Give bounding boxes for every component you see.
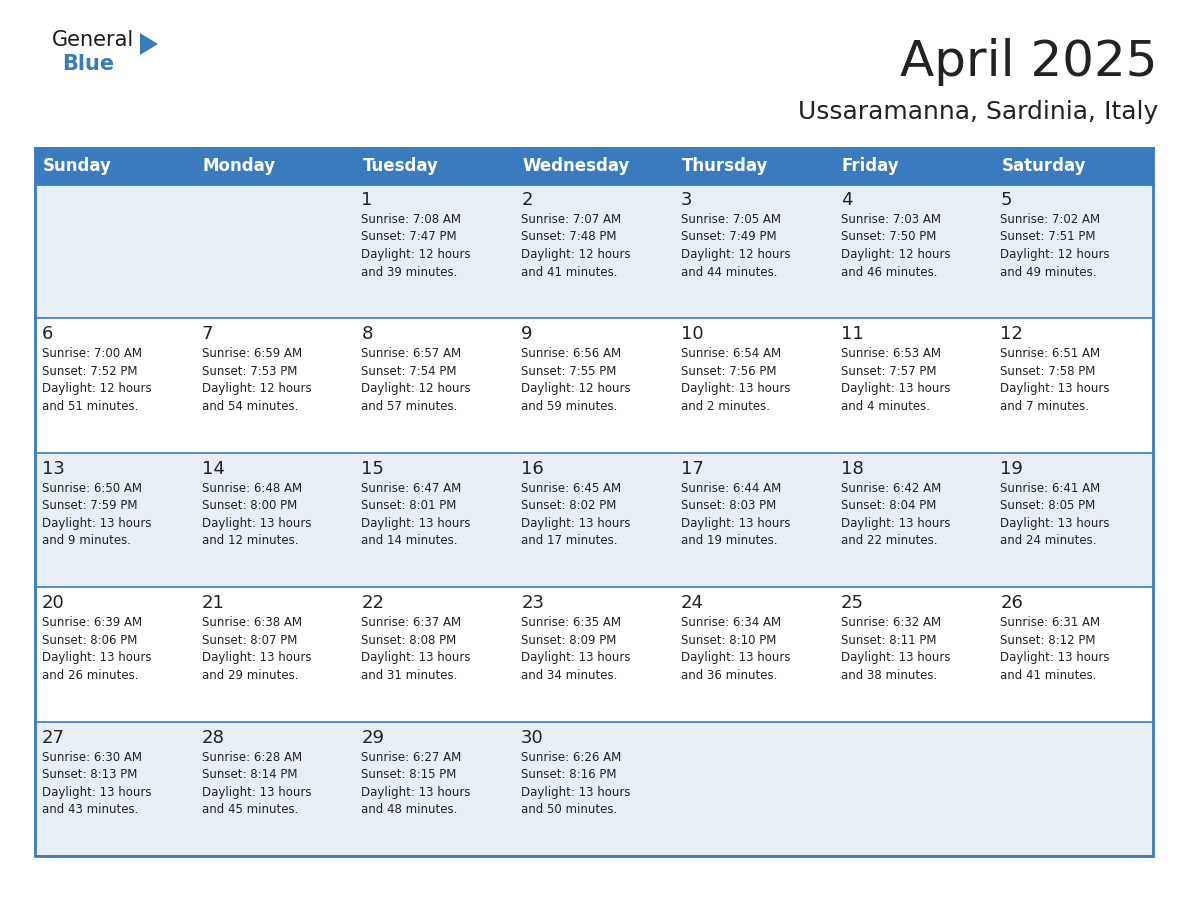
Text: 14: 14	[202, 460, 225, 477]
Text: 28: 28	[202, 729, 225, 746]
Text: 8: 8	[361, 325, 373, 343]
Text: Saturday: Saturday	[1001, 157, 1086, 175]
Text: Thursday: Thursday	[682, 157, 769, 175]
Bar	[34, 148, 1154, 856]
Text: April 2025: April 2025	[901, 38, 1158, 86]
Text: 24: 24	[681, 594, 703, 612]
Text: Sunrise: 7:08 AM
Sunset: 7:47 PM
Daylight: 12 hours
and 39 minutes.: Sunrise: 7:08 AM Sunset: 7:47 PM Dayligh…	[361, 213, 472, 278]
Text: Sunrise: 6:54 AM
Sunset: 7:56 PM
Daylight: 13 hours
and 2 minutes.: Sunrise: 6:54 AM Sunset: 7:56 PM Dayligh…	[681, 347, 790, 413]
Text: 26: 26	[1000, 594, 1023, 612]
Text: Sunrise: 7:05 AM
Sunset: 7:49 PM
Daylight: 12 hours
and 44 minutes.: Sunrise: 7:05 AM Sunset: 7:49 PM Dayligh…	[681, 213, 790, 278]
Text: 4: 4	[841, 191, 852, 209]
Text: 20: 20	[42, 594, 65, 612]
Text: 12: 12	[1000, 325, 1023, 343]
Text: 18: 18	[841, 460, 864, 477]
Text: 19: 19	[1000, 460, 1023, 477]
Text: Blue: Blue	[62, 54, 114, 74]
Text: 29: 29	[361, 729, 385, 746]
Text: Sunrise: 7:07 AM
Sunset: 7:48 PM
Daylight: 12 hours
and 41 minutes.: Sunrise: 7:07 AM Sunset: 7:48 PM Dayligh…	[522, 213, 631, 278]
Text: General: General	[52, 30, 134, 50]
Text: 9: 9	[522, 325, 532, 343]
Text: Sunrise: 6:34 AM
Sunset: 8:10 PM
Daylight: 13 hours
and 36 minutes.: Sunrise: 6:34 AM Sunset: 8:10 PM Dayligh…	[681, 616, 790, 682]
Text: Sunrise: 6:27 AM
Sunset: 8:15 PM
Daylight: 13 hours
and 48 minutes.: Sunrise: 6:27 AM Sunset: 8:15 PM Dayligh…	[361, 751, 470, 816]
Text: 30: 30	[522, 729, 544, 746]
Text: 7: 7	[202, 325, 213, 343]
Text: Sunrise: 6:50 AM
Sunset: 7:59 PM
Daylight: 13 hours
and 9 minutes.: Sunrise: 6:50 AM Sunset: 7:59 PM Dayligh…	[42, 482, 152, 547]
Bar	[34, 588, 1154, 722]
Text: 3: 3	[681, 191, 693, 209]
Text: Sunrise: 6:38 AM
Sunset: 8:07 PM
Daylight: 13 hours
and 29 minutes.: Sunrise: 6:38 AM Sunset: 8:07 PM Dayligh…	[202, 616, 311, 682]
Bar	[34, 184, 1154, 319]
Bar	[34, 453, 1154, 588]
Text: Sunrise: 6:30 AM
Sunset: 8:13 PM
Daylight: 13 hours
and 43 minutes.: Sunrise: 6:30 AM Sunset: 8:13 PM Dayligh…	[42, 751, 152, 816]
Text: Sunrise: 6:28 AM
Sunset: 8:14 PM
Daylight: 13 hours
and 45 minutes.: Sunrise: 6:28 AM Sunset: 8:14 PM Dayligh…	[202, 751, 311, 816]
Text: 11: 11	[841, 325, 864, 343]
Text: Sunday: Sunday	[43, 157, 112, 175]
Text: 22: 22	[361, 594, 385, 612]
Text: Monday: Monday	[203, 157, 276, 175]
Text: 23: 23	[522, 594, 544, 612]
Text: 6: 6	[42, 325, 53, 343]
Text: Sunrise: 6:37 AM
Sunset: 8:08 PM
Daylight: 13 hours
and 31 minutes.: Sunrise: 6:37 AM Sunset: 8:08 PM Dayligh…	[361, 616, 470, 682]
Text: 10: 10	[681, 325, 703, 343]
Polygon shape	[140, 33, 158, 55]
Bar	[34, 319, 1154, 453]
Text: 15: 15	[361, 460, 384, 477]
Text: 1: 1	[361, 191, 373, 209]
Bar	[34, 148, 1154, 184]
Text: 17: 17	[681, 460, 703, 477]
Text: Sunrise: 6:26 AM
Sunset: 8:16 PM
Daylight: 13 hours
and 50 minutes.: Sunrise: 6:26 AM Sunset: 8:16 PM Dayligh…	[522, 751, 631, 816]
Text: Sunrise: 6:45 AM
Sunset: 8:02 PM
Daylight: 13 hours
and 17 minutes.: Sunrise: 6:45 AM Sunset: 8:02 PM Dayligh…	[522, 482, 631, 547]
Text: Sunrise: 6:57 AM
Sunset: 7:54 PM
Daylight: 12 hours
and 57 minutes.: Sunrise: 6:57 AM Sunset: 7:54 PM Dayligh…	[361, 347, 472, 413]
Text: Sunrise: 6:44 AM
Sunset: 8:03 PM
Daylight: 13 hours
and 19 minutes.: Sunrise: 6:44 AM Sunset: 8:03 PM Dayligh…	[681, 482, 790, 547]
Text: 16: 16	[522, 460, 544, 477]
Text: Ussaramanna, Sardinia, Italy: Ussaramanna, Sardinia, Italy	[798, 100, 1158, 124]
Text: Wednesday: Wednesday	[523, 157, 630, 175]
Text: Sunrise: 6:47 AM
Sunset: 8:01 PM
Daylight: 13 hours
and 14 minutes.: Sunrise: 6:47 AM Sunset: 8:01 PM Dayligh…	[361, 482, 470, 547]
Text: Sunrise: 7:00 AM
Sunset: 7:52 PM
Daylight: 12 hours
and 51 minutes.: Sunrise: 7:00 AM Sunset: 7:52 PM Dayligh…	[42, 347, 152, 413]
Text: Sunrise: 7:03 AM
Sunset: 7:50 PM
Daylight: 12 hours
and 46 minutes.: Sunrise: 7:03 AM Sunset: 7:50 PM Dayligh…	[841, 213, 950, 278]
Text: Sunrise: 6:48 AM
Sunset: 8:00 PM
Daylight: 13 hours
and 12 minutes.: Sunrise: 6:48 AM Sunset: 8:00 PM Dayligh…	[202, 482, 311, 547]
Text: Tuesday: Tuesday	[362, 157, 438, 175]
Text: 27: 27	[42, 729, 65, 746]
Text: Sunrise: 6:32 AM
Sunset: 8:11 PM
Daylight: 13 hours
and 38 minutes.: Sunrise: 6:32 AM Sunset: 8:11 PM Dayligh…	[841, 616, 950, 682]
Text: Sunrise: 6:31 AM
Sunset: 8:12 PM
Daylight: 13 hours
and 41 minutes.: Sunrise: 6:31 AM Sunset: 8:12 PM Dayligh…	[1000, 616, 1110, 682]
Text: 13: 13	[42, 460, 65, 477]
Text: Sunrise: 6:39 AM
Sunset: 8:06 PM
Daylight: 13 hours
and 26 minutes.: Sunrise: 6:39 AM Sunset: 8:06 PM Dayligh…	[42, 616, 152, 682]
Text: Sunrise: 6:53 AM
Sunset: 7:57 PM
Daylight: 13 hours
and 4 minutes.: Sunrise: 6:53 AM Sunset: 7:57 PM Dayligh…	[841, 347, 950, 413]
Text: Sunrise: 6:51 AM
Sunset: 7:58 PM
Daylight: 13 hours
and 7 minutes.: Sunrise: 6:51 AM Sunset: 7:58 PM Dayligh…	[1000, 347, 1110, 413]
Text: Sunrise: 6:56 AM
Sunset: 7:55 PM
Daylight: 12 hours
and 59 minutes.: Sunrise: 6:56 AM Sunset: 7:55 PM Dayligh…	[522, 347, 631, 413]
Text: Sunrise: 6:59 AM
Sunset: 7:53 PM
Daylight: 12 hours
and 54 minutes.: Sunrise: 6:59 AM Sunset: 7:53 PM Dayligh…	[202, 347, 311, 413]
Text: Sunrise: 6:35 AM
Sunset: 8:09 PM
Daylight: 13 hours
and 34 minutes.: Sunrise: 6:35 AM Sunset: 8:09 PM Dayligh…	[522, 616, 631, 682]
Bar	[34, 722, 1154, 856]
Text: Friday: Friday	[841, 157, 899, 175]
Text: 21: 21	[202, 594, 225, 612]
Text: Sunrise: 6:42 AM
Sunset: 8:04 PM
Daylight: 13 hours
and 22 minutes.: Sunrise: 6:42 AM Sunset: 8:04 PM Dayligh…	[841, 482, 950, 547]
Text: 25: 25	[841, 594, 864, 612]
Text: Sunrise: 7:02 AM
Sunset: 7:51 PM
Daylight: 12 hours
and 49 minutes.: Sunrise: 7:02 AM Sunset: 7:51 PM Dayligh…	[1000, 213, 1110, 278]
Text: 5: 5	[1000, 191, 1012, 209]
Text: Sunrise: 6:41 AM
Sunset: 8:05 PM
Daylight: 13 hours
and 24 minutes.: Sunrise: 6:41 AM Sunset: 8:05 PM Dayligh…	[1000, 482, 1110, 547]
Text: 2: 2	[522, 191, 532, 209]
